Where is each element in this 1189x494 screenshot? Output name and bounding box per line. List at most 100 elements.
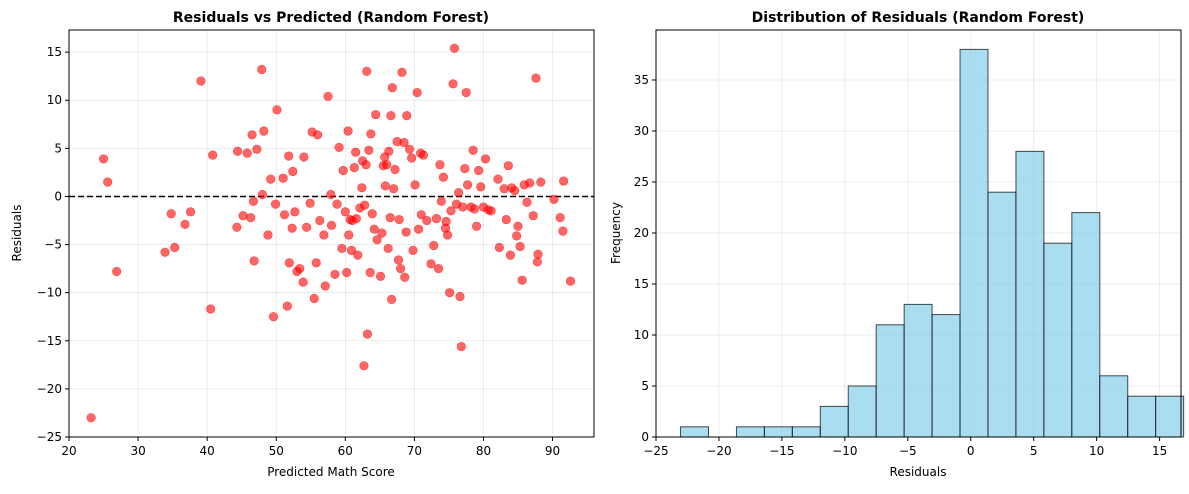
scatter-panel: 20 30 40 50 60 70 80 90 −25 −20 −15 −10 −5 0 5 10 15 Re…	[10, 10, 595, 479]
histogram-bar	[763, 426, 793, 438]
scatter-point	[422, 215, 432, 226]
scatter-point	[299, 152, 309, 162]
scatter-point	[509, 186, 520, 196]
scatter-point	[413, 224, 424, 234]
histogram-bar	[987, 191, 1017, 438]
scatter-point	[397, 67, 407, 77]
histogram-x-ticks: −25 −20 −15 −10 −5 0 5 10 15	[643, 437, 1167, 458]
scatter-point	[435, 160, 445, 170]
scatter-point	[249, 256, 259, 266]
scatter-point	[493, 174, 503, 184]
scatter-point	[533, 249, 543, 259]
scatter-point	[494, 242, 504, 253]
scatter-point	[503, 161, 513, 171]
scatter-point	[247, 130, 257, 140]
scatter-point	[246, 213, 256, 223]
scatter-point	[338, 165, 348, 176]
histogram-bar	[1155, 395, 1185, 438]
scatter-point	[326, 220, 337, 230]
scatter-point	[456, 341, 466, 352]
scatter-point	[232, 222, 242, 232]
scatter-x-ticks: 20 30 40 50 60 70 80 90	[61, 437, 560, 458]
scatter-point	[455, 291, 465, 302]
scatter-point	[499, 184, 509, 194]
x-tick-label: 15	[1152, 444, 1167, 458]
scatter-point	[185, 207, 196, 217]
scatter-point	[361, 160, 371, 170]
scatter-y-axis-label: Residuals	[10, 205, 24, 262]
y-tick-label: 10	[47, 93, 62, 107]
scatter-point	[326, 189, 336, 200]
scatter-point	[366, 129, 376, 139]
scatter-point	[387, 83, 397, 93]
scatter-point	[469, 204, 480, 214]
scatter-point	[394, 214, 404, 225]
scatter-point	[334, 142, 344, 152]
x-tick-label: −10	[832, 444, 857, 458]
scatter-point	[462, 180, 473, 190]
y-tick-label: 15	[634, 277, 649, 291]
x-tick-label: −25	[643, 444, 668, 458]
scatter-point	[436, 196, 446, 206]
x-tick-label: 70	[407, 444, 422, 458]
scatter-point	[389, 184, 399, 194]
scatter-point	[474, 165, 484, 176]
scatter-point	[349, 162, 359, 173]
scatter-point	[302, 222, 312, 232]
scatter-point	[448, 79, 458, 89]
scatter-point	[252, 144, 262, 154]
scatter-point	[384, 146, 394, 156]
x-tick-label: 5	[1030, 444, 1038, 458]
x-tick-label: −5	[899, 444, 917, 458]
scatter-point	[458, 202, 468, 212]
scatter-point	[515, 241, 525, 252]
y-tick-label: −20	[37, 382, 62, 396]
scatter-point	[357, 183, 367, 193]
scatter-point	[512, 231, 522, 241]
scatter-point	[340, 207, 350, 217]
y-tick-label: 35	[634, 73, 649, 87]
scatter-point	[166, 209, 176, 219]
histogram-y-ticks: 0 5 10 15 20 25 30 35	[634, 73, 656, 444]
y-tick-label: −5	[44, 238, 62, 252]
scatter-x-axis-label: Predicted Math Score	[267, 465, 395, 479]
scatter-point	[565, 276, 576, 286]
scatter-y-ticks: −25 −20 −15 −10 −5 0 5 10 15	[37, 45, 69, 444]
scatter-point	[257, 189, 268, 200]
scatter-point	[364, 145, 374, 155]
scatter-point	[284, 151, 294, 161]
scatter-point	[549, 194, 559, 204]
scatter-points	[86, 43, 576, 423]
scatter-point	[476, 182, 486, 192]
scatter-point	[501, 214, 511, 225]
scatter-point	[383, 243, 393, 254]
x-tick-label: 0	[967, 444, 975, 458]
scatter-point	[272, 105, 282, 115]
scatter-point	[332, 199, 342, 209]
scatter-point	[369, 224, 379, 234]
scatter-point	[346, 245, 357, 255]
scatter-point	[309, 293, 319, 304]
scatter-point	[257, 64, 267, 75]
scatter-point	[433, 264, 444, 274]
scatter-point	[362, 66, 372, 76]
scatter-point	[371, 110, 381, 120]
scatter-point	[86, 413, 96, 423]
scatter-point	[343, 126, 353, 136]
scatter-point	[367, 209, 377, 219]
x-tick-label: −15	[769, 444, 794, 458]
histogram-bar	[791, 426, 821, 438]
scatter-point	[404, 144, 415, 154]
scatter-point	[449, 43, 460, 53]
scatter-point	[399, 137, 409, 148]
histogram-bar	[1043, 242, 1073, 438]
scatter-point	[365, 267, 375, 278]
scatter-point	[298, 277, 308, 287]
scatter-point	[402, 111, 412, 121]
scatter-point	[441, 216, 451, 227]
scatter-point	[401, 227, 411, 237]
y-tick-label: −10	[37, 286, 62, 300]
scatter-point	[558, 226, 568, 236]
scatter-point	[319, 230, 329, 240]
